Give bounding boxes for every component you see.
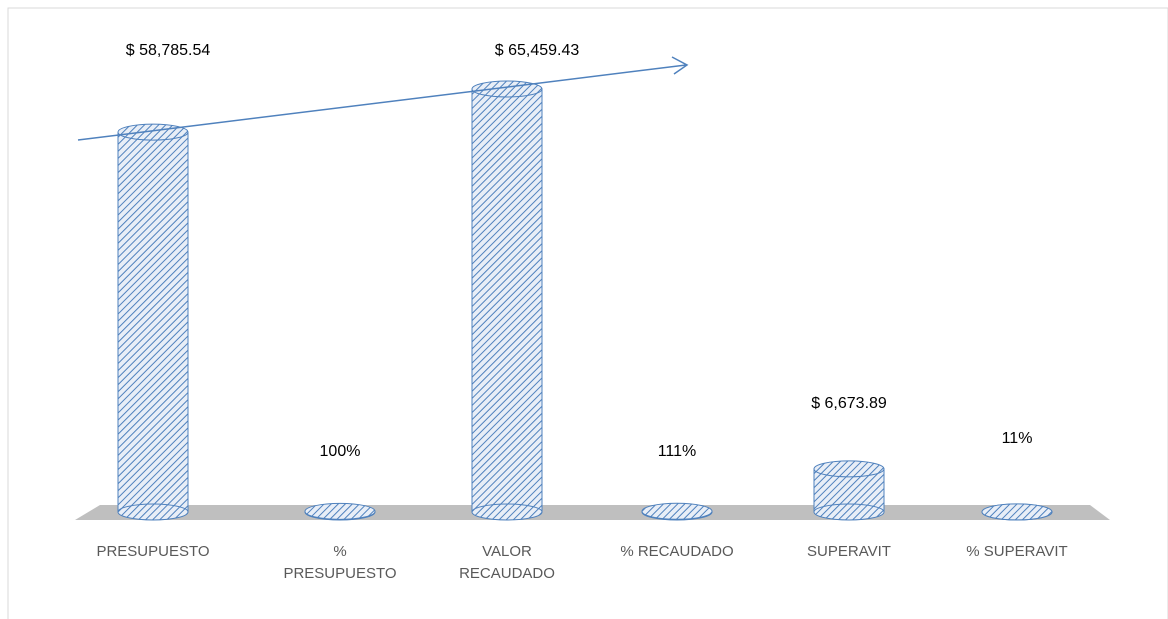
bar-base — [813, 503, 885, 521]
x-tick-label: % SUPERAVIT — [966, 543, 1068, 560]
bar-top — [813, 460, 885, 478]
data-label: 100% — [319, 443, 361, 460]
bar-top — [981, 503, 1053, 521]
x-tick-label: SUPERAVIT — [807, 543, 891, 560]
trend-arrow — [77, 64, 687, 141]
bar-base — [117, 503, 189, 521]
chart-border — [7, 7, 1168, 619]
data-label: 111% — [657, 443, 697, 460]
floor — [75, 505, 1110, 520]
data-label: $ 58,785.54 — [125, 42, 211, 59]
bar-top — [641, 502, 713, 520]
x-tick-label: PRESUPUESTO — [96, 543, 210, 560]
x-tick-label: % RECAUDADO — [620, 543, 734, 560]
bar-top — [304, 502, 376, 520]
x-tick-label: % PRESUPUESTO — [283, 543, 397, 582]
data-label: 11% — [1001, 430, 1033, 447]
bar-base — [471, 503, 543, 521]
data-label: $ 65,459.43 — [494, 42, 580, 59]
bar — [471, 88, 543, 513]
data-label: $ 6,673.89 — [811, 395, 887, 412]
arrow-head — [671, 56, 689, 75]
bar — [117, 131, 189, 513]
bar-top — [117, 123, 189, 141]
x-tick-label: VALOR RECAUDADO — [459, 543, 555, 582]
